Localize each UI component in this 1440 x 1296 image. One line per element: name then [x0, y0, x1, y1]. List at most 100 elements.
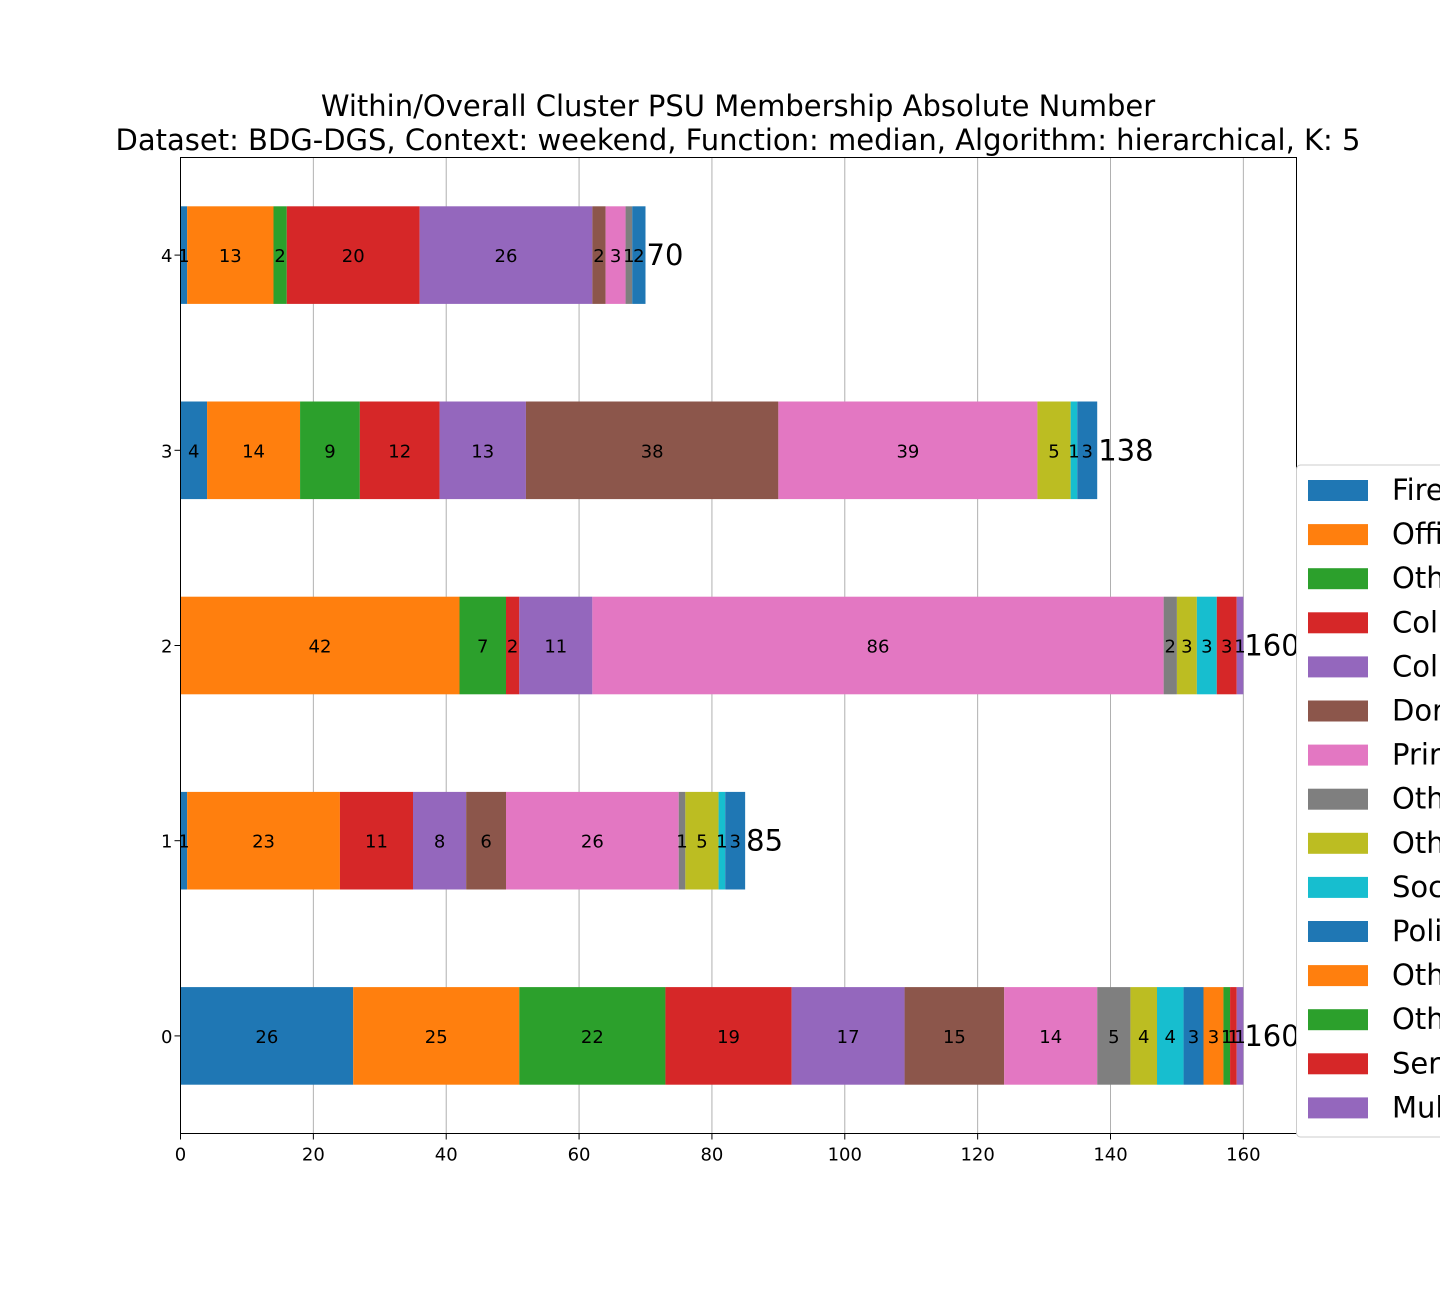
bar-segment-value-label: 23 [252, 832, 275, 853]
bar-segment-value-label: 42 [309, 637, 332, 658]
bar-segment-cluster-0-series-3 [665, 987, 792, 1085]
bar-segment-cluster-0-series-11 [1203, 987, 1224, 1085]
bar-segment-value-label: 1 [1221, 1027, 1232, 1048]
bar-segment-value-label: 1 [1234, 637, 1245, 658]
bar-segment-cluster-1-series-6 [506, 791, 679, 890]
bar-segment-cluster-1-series-9 [718, 791, 726, 890]
bar-segment-value-label: 26 [495, 246, 518, 267]
bar-segment-value-label: 2 [274, 246, 285, 267]
bar-segment-cluster-0-series-9 [1157, 987, 1184, 1085]
bar-segment-cluster-0-series-6 [1004, 987, 1098, 1085]
bar-segment-value-label: 3 [1208, 1027, 1219, 1048]
bar-segment-cluster-4-series-7 [625, 206, 633, 304]
bar-segment-cluster-4-series-10 [632, 206, 646, 304]
y-tick-label: 0 [161, 1027, 172, 1048]
bar-segment-cluster-2-series-13 [1216, 596, 1237, 695]
legend-swatch [1308, 1053, 1368, 1075]
bar-segment-cluster-4-series-6 [605, 206, 626, 304]
legend-swatch [1308, 965, 1368, 987]
bar-segment-value-label: 86 [867, 637, 890, 658]
legend-swatch [1308, 921, 1368, 942]
bar-total-label: 160 [1244, 1019, 1299, 1053]
legend-entry-label: Oth [1392, 782, 1440, 816]
x-tick-label: 60 [568, 1145, 591, 1166]
legend-entry-label: Dor [1392, 694, 1440, 728]
legend-swatch [1308, 612, 1368, 634]
bar-segment-cluster-1-series-10 [725, 791, 746, 890]
legend-swatch [1308, 700, 1368, 722]
bar-segment-value-label: 8 [434, 832, 445, 853]
bar-segment-cluster-3-series-4 [439, 401, 526, 500]
bar-segment-cluster-1-series-1 [187, 791, 340, 890]
bar-segment-cluster-2-series-3 [506, 596, 520, 695]
bar-segment-value-label: 25 [425, 1027, 448, 1048]
bar-segment-value-label: 3 [610, 246, 621, 267]
bar-segment-value-label: 3 [1082, 441, 1093, 462]
bar-segment-value-label: 6 [480, 832, 491, 853]
bar-segment-cluster-2-series-2 [459, 596, 506, 695]
legend-entry-label: Oth [1392, 561, 1440, 595]
y-tick-label: 3 [161, 441, 172, 462]
bar-segment-value-label: 1 [1068, 441, 1079, 462]
bar-segment-cluster-0-series-12 [1223, 987, 1231, 1085]
bar-segment-value-label: 39 [896, 441, 919, 462]
bar-segment-cluster-4-series-1 [187, 206, 274, 304]
bar-segment-cluster-0-series-14 [1236, 987, 1244, 1085]
legend-entry-label: Oth [1392, 826, 1440, 860]
legend-swatch [1308, 876, 1368, 898]
bar-segment-value-label: 26 [255, 1027, 278, 1048]
bar-total-label: 70 [647, 238, 684, 272]
bar-segment-value-label: 22 [581, 1027, 604, 1048]
bar-segment-value-label: 13 [219, 246, 242, 267]
bar-segment-value-label: 17 [837, 1027, 860, 1048]
bar-segment-cluster-2-series-1 [180, 596, 460, 695]
bar-segment-cluster-0-series-4 [791, 987, 905, 1085]
legend-entry-label: Col [1392, 605, 1438, 639]
bar-segment-value-label: 2 [1165, 637, 1176, 658]
bar-segment-cluster-3-series-3 [359, 401, 440, 500]
bar-segment-value-label: 1 [1228, 1027, 1239, 1048]
legend-entry-label: Soc [1392, 870, 1440, 904]
x-tick-label: 140 [1093, 1145, 1127, 1166]
legend-entry-label: Poli [1392, 914, 1440, 948]
legend-entry-label: Fire [1392, 473, 1440, 507]
chart-title: Within/Overall Cluster PSU Membership Ab… [321, 89, 1155, 123]
bar-segment-cluster-4-series-0 [180, 206, 188, 304]
bar-segment-value-label: 7 [477, 637, 488, 658]
bar-segment-value-label: 3 [1188, 1027, 1199, 1048]
legend-entry-label: Oth [1392, 1002, 1440, 1036]
bar-segment-cluster-2-series-4 [519, 596, 593, 695]
bar-segment-cluster-3-series-8 [1037, 401, 1071, 500]
bar-segment-value-label: 1 [623, 246, 634, 267]
bar-segment-value-label: 1 [178, 246, 189, 267]
bar-segment-value-label: 13 [471, 441, 494, 462]
bar-segment-value-label: 3 [729, 832, 740, 853]
bar-segment-value-label: 14 [242, 441, 265, 462]
bar-segment-cluster-1-series-3 [339, 791, 413, 890]
bar-segment-value-label: 4 [1165, 1027, 1176, 1048]
legend-swatch [1308, 832, 1368, 854]
legend-swatch [1308, 788, 1368, 810]
bar-segment-cluster-1-series-0 [180, 791, 188, 890]
legend-swatch [1308, 524, 1368, 546]
bar-segment-cluster-0-series-5 [904, 987, 1005, 1085]
bar-segment-cluster-3-series-2 [300, 401, 360, 500]
bar-segment-value-label: 2 [593, 246, 604, 267]
bar-segment-value-label: 5 [1048, 441, 1059, 462]
bar-segment-cluster-3-series-9 [1070, 401, 1078, 500]
bar-segment-value-label: 3 [1201, 637, 1212, 658]
bar-segment-cluster-4-series-3 [286, 206, 420, 304]
x-tick-label: 0 [175, 1145, 186, 1166]
bar-segment-value-label: 19 [717, 1027, 740, 1048]
bar-segment-cluster-1-series-8 [685, 791, 719, 890]
bar-segment-cluster-3-series-0 [180, 401, 208, 500]
legend-entry-label: Offi [1392, 517, 1440, 551]
x-tick-label: 80 [700, 1145, 723, 1166]
bar-segment-cluster-2-series-14 [1236, 596, 1244, 695]
bar-segment-cluster-3-series-10 [1077, 401, 1098, 500]
legend-swatch [1308, 1009, 1368, 1031]
bar-segment-cluster-4-series-2 [273, 206, 287, 304]
bar-segment-cluster-2-series-8 [1176, 596, 1197, 695]
chart-subtitle: Dataset: BDG-DGS, Context: weekend, Func… [116, 123, 1361, 157]
